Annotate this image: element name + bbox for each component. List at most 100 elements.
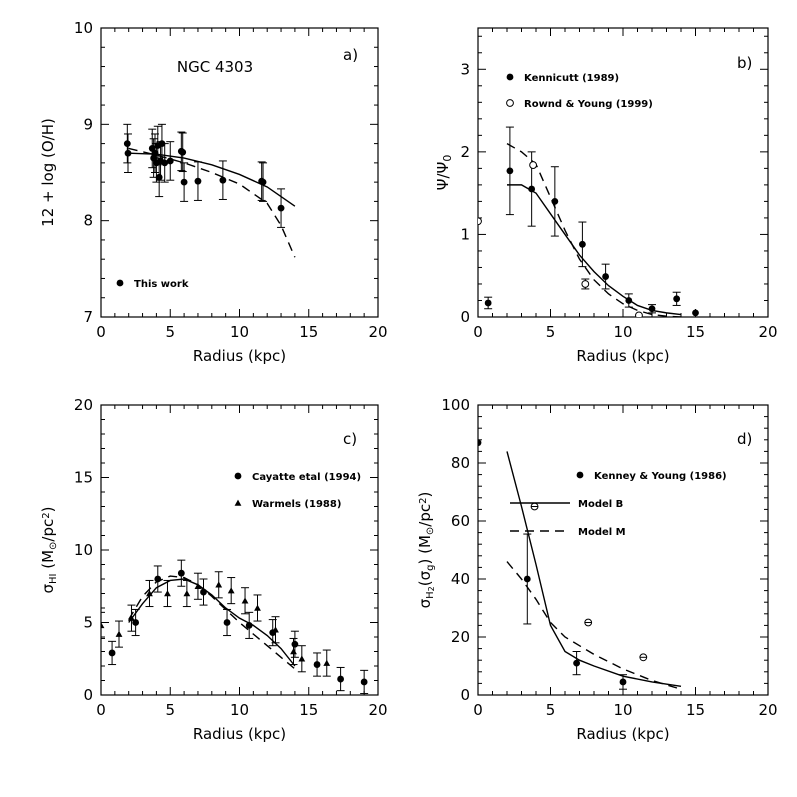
data-point <box>259 178 267 186</box>
data-point <box>200 588 207 596</box>
series-kennicutt-1989- <box>484 126 699 317</box>
data-point <box>272 626 279 633</box>
y-tick-label: 0 <box>460 686 470 704</box>
series-kenney-young-1986- <box>478 439 627 690</box>
x-tick-label: 20 <box>368 323 387 341</box>
data-point <box>484 299 492 307</box>
y-tick-label: 60 <box>451 512 470 530</box>
plot-area <box>123 123 296 258</box>
data-point <box>529 161 537 169</box>
y-tick-label: 80 <box>451 454 470 472</box>
legend-label: Cayatte etal (1994) <box>252 472 361 483</box>
series-open <box>530 502 648 662</box>
x-axis-label: Radius (kpc) <box>193 347 286 365</box>
data-point <box>241 597 249 604</box>
legend-entry: Kenney & Young (1986) <box>576 471 727 482</box>
plot-area <box>101 559 369 695</box>
x-tick-label: 5 <box>546 323 556 341</box>
panel-label: d) <box>737 430 752 448</box>
data-point <box>551 198 559 205</box>
data-point <box>291 640 299 648</box>
data-point <box>625 297 633 304</box>
plot-area <box>478 439 682 690</box>
panel-d: 0 5 10 15 20 0 20 40 60 80 100 Radius (kpc) σH2(σg) … <box>416 396 778 743</box>
x-tick-label: 15 <box>686 701 705 719</box>
data-point <box>530 502 539 511</box>
y-axis-label: Ψ/Ψ0 <box>434 155 454 191</box>
panel-c: 0 5 10 15 20 0 5 10 15 20 Radius (kpc) σHI (M⊙/pc2)… <box>39 396 388 743</box>
data-point <box>254 604 261 611</box>
legend-marker <box>506 73 514 81</box>
data-point <box>478 217 482 226</box>
data-point <box>215 581 223 588</box>
data-point <box>194 177 202 185</box>
y-tick-label: 10 <box>74 541 93 559</box>
legend-marker <box>506 99 514 107</box>
data-point <box>123 140 131 148</box>
y-tick-label: 2 <box>460 143 470 161</box>
data-point <box>128 614 135 621</box>
y-tick-label: 5 <box>83 614 93 632</box>
y-tick-label: 1 <box>460 225 470 243</box>
x-tick-label: 0 <box>473 323 483 341</box>
plot-frame <box>477 27 769 318</box>
data-point <box>177 569 185 577</box>
model-line-model-b <box>128 578 296 667</box>
data-point <box>124 149 132 157</box>
panel-b: 0 5 10 15 20 0 1 2 3 Radius (kpc) Ψ/Ψ0 b) Kennicutt … <box>434 27 778 365</box>
x-tick-label: 15 <box>686 323 705 341</box>
legend-label: Rownd & Young (1999) <box>524 99 653 110</box>
data-point <box>277 204 285 212</box>
model-line-model-b <box>507 184 682 316</box>
panel-label: c) <box>343 430 357 448</box>
y-tick-label: 3 <box>460 60 470 78</box>
legend-label: Kenney & Young (1986) <box>594 471 727 482</box>
data-point <box>573 659 580 667</box>
y-tick-label: 10 <box>74 19 93 37</box>
data-point <box>523 575 531 583</box>
legend-entry: Model M <box>510 527 626 538</box>
legend-marker <box>234 472 242 480</box>
data-point <box>692 309 699 317</box>
y-tick-label: 0 <box>83 686 93 704</box>
model-line-model-m <box>506 142 682 317</box>
data-point <box>180 178 188 186</box>
x-tick-label: 0 <box>96 323 106 341</box>
data-point <box>337 675 345 683</box>
model-line-model-m <box>506 561 682 690</box>
legend-marker <box>576 471 584 479</box>
data-point <box>584 618 593 627</box>
data-point <box>323 659 331 666</box>
legend-label: Model B <box>578 499 623 510</box>
y-axis-label: 12 + log (O/H) <box>39 118 57 227</box>
x-tick-label: 10 <box>613 323 632 341</box>
data-point <box>528 185 536 193</box>
panel-label: b) <box>737 54 752 72</box>
data-point <box>101 622 105 629</box>
legend-entry: This work <box>116 279 189 290</box>
x-axis-label: Radius (kpc) <box>576 725 669 743</box>
x-axis-label: Radius (kpc) <box>193 725 286 743</box>
legend-entry: Rownd & Young (1999) <box>506 99 653 110</box>
data-point <box>166 157 174 165</box>
x-tick-label: 15 <box>299 323 318 341</box>
x-tick-label: 10 <box>230 323 249 341</box>
y-tick-label: 20 <box>74 396 93 414</box>
data-point <box>579 240 586 248</box>
y-tick-label: 100 <box>441 396 470 414</box>
x-tick-label: 0 <box>96 701 106 719</box>
data-point <box>635 311 643 317</box>
x-tick-label: 5 <box>165 323 175 341</box>
data-point <box>313 661 321 668</box>
data-point <box>602 273 609 280</box>
data-point <box>155 173 163 181</box>
x-tick-label: 10 <box>230 701 249 719</box>
y-tick-label: 7 <box>83 308 93 326</box>
x-tick-label: 20 <box>758 701 777 719</box>
legend-label: This work <box>134 279 189 290</box>
plot-area <box>478 126 699 317</box>
data-point <box>478 439 482 447</box>
y-tick-label: 8 <box>83 212 93 230</box>
legend-entry: Kennicutt (1989) <box>506 73 619 84</box>
